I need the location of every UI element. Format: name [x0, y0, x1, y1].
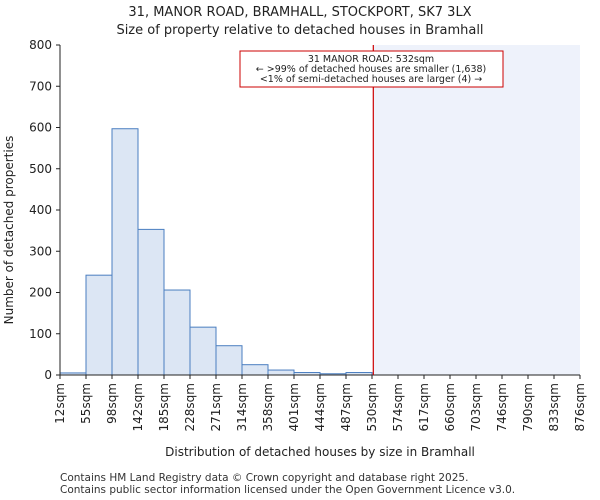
chart-title: 31, MANOR ROAD, BRAMHALL, STOCKPORT, SK7… [128, 5, 472, 20]
x-tick-label: 876sqm [573, 383, 587, 431]
chart-title-block: 31, MANOR ROAD, BRAMHALL, STOCKPORT, SK7… [0, 4, 600, 40]
x-tick-label: 487sqm [339, 383, 353, 431]
x-tick-label: 185sqm [157, 383, 171, 431]
annotation-box: 31 MANOR ROAD: 532sqm ← >99% of detached… [239, 50, 504, 88]
x-tick-label: 444sqm [313, 383, 327, 431]
footer-line-2: Contains public sector information licen… [60, 484, 516, 496]
y-tick-label: 100 [29, 327, 52, 341]
x-tick-label: 228sqm [183, 383, 197, 431]
x-tick-label: 617sqm [417, 383, 431, 431]
x-tick-label: 660sqm [443, 383, 457, 431]
x-tick-label: 314sqm [235, 383, 249, 431]
x-tick-label: 358sqm [261, 383, 275, 431]
x-axis-label: Distribution of detached houses by size … [165, 445, 475, 459]
footer-line-1: Contains HM Land Registry data © Crown c… [60, 472, 469, 484]
x-tick-label: 790sqm [521, 383, 535, 431]
x-tick-label: 703sqm [469, 383, 483, 431]
annotation-line-2: ← >99% of detached houses are smaller (1… [256, 64, 487, 75]
larger-region-shade [373, 45, 580, 375]
x-tick-label: 574sqm [391, 383, 405, 431]
y-tick-label: 700 [29, 79, 52, 93]
histogram-bar [267, 369, 295, 376]
y-tick-label: 600 [29, 121, 52, 135]
y-tick-label: 200 [29, 286, 52, 300]
histogram-bar [111, 128, 139, 376]
y-tick-label: 500 [29, 162, 52, 176]
y-tick-label: 800 [29, 38, 52, 52]
y-tick-label: 400 [29, 203, 52, 217]
histogram-bar [241, 364, 269, 376]
histogram-bar [137, 228, 165, 376]
annotation-line-3: <1% of semi-detached houses are larger (… [260, 74, 482, 85]
y-axis-label: Number of detached properties [2, 136, 16, 325]
y-tick-label: 0 [44, 368, 52, 382]
x-tick-label: 271sqm [209, 383, 223, 431]
x-tick-label: 12sqm [53, 383, 67, 424]
histogram-bar [189, 326, 217, 376]
histogram-bar [163, 289, 191, 376]
x-tick-label: 833sqm [547, 383, 561, 431]
footer: Contains HM Land Registry data © Crown c… [60, 472, 515, 496]
x-tick-label: 98sqm [105, 383, 119, 424]
y-tick-label: 300 [29, 244, 52, 258]
histogram-bar [85, 274, 113, 376]
annotation-line-1: 31 MANOR ROAD: 532sqm [308, 54, 434, 65]
chart-subtitle: Size of property relative to detached ho… [116, 23, 484, 38]
histogram-bar [215, 345, 243, 376]
x-tick-label: 142sqm [131, 383, 145, 431]
x-tick-label: 401sqm [287, 383, 301, 431]
x-tick-label: 55sqm [79, 383, 93, 424]
x-tick-label: 530sqm [365, 383, 379, 431]
x-tick-label: 746sqm [495, 383, 509, 431]
